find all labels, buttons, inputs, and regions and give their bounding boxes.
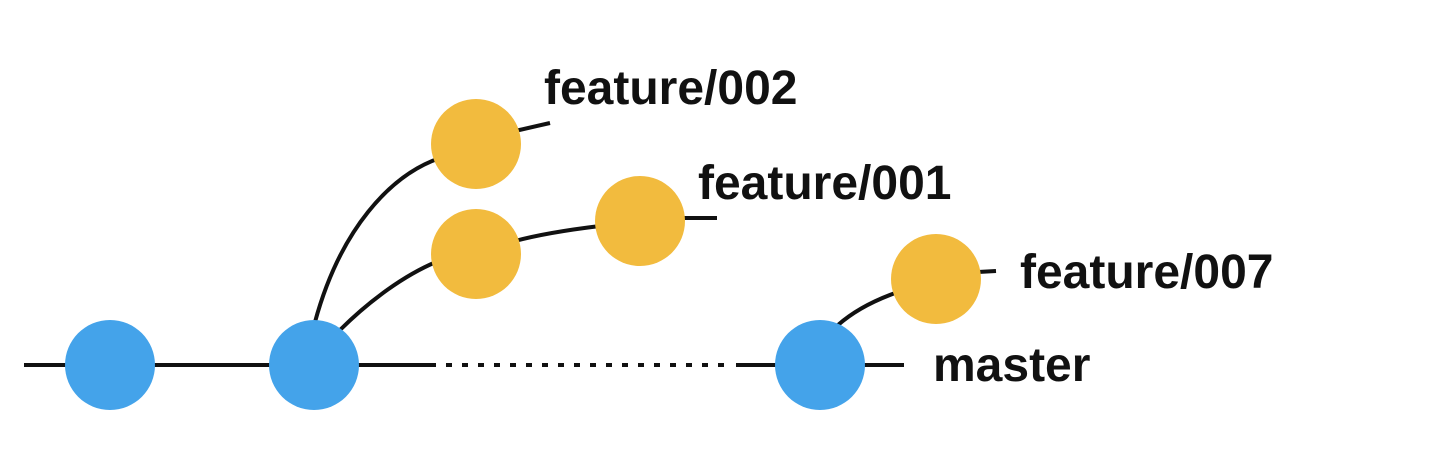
feature-007-tail-line [977, 269, 997, 274]
master-label: master [933, 339, 1090, 392]
feature-001-mid-line [514, 224, 601, 243]
feature-007-branch-line [836, 290, 899, 327]
feature-002-label: feature/002 [544, 62, 797, 115]
feature-002-commit [431, 99, 521, 189]
feature-007-label: feature/007 [1020, 246, 1273, 299]
feature-001-label: feature/001 [698, 157, 951, 210]
feature-002-tail-line [514, 121, 551, 133]
feature-001-branch-line [338, 260, 437, 332]
feature-001-commit-1 [431, 209, 521, 299]
master-commit-1 [65, 320, 155, 410]
feature-002-branch-line [313, 156, 441, 323]
feature-007-commit [891, 234, 981, 324]
feature-001-commit-2 [595, 176, 685, 266]
master-commit-2 [269, 320, 359, 410]
master-commit-3 [775, 320, 865, 410]
